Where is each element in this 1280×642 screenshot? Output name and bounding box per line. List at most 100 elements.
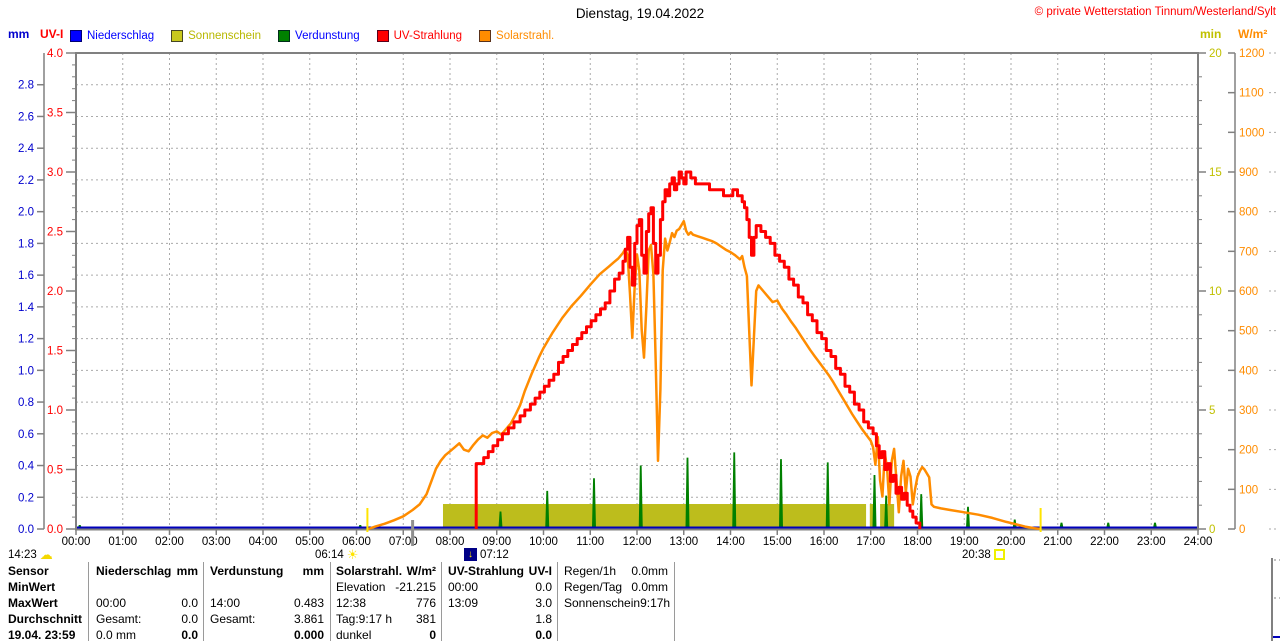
cell-value: 776 — [415, 596, 436, 610]
sunshine-bar — [442, 504, 867, 528]
evaporation-spike — [732, 452, 737, 528]
cell-label: UV-Strahlung — [448, 564, 525, 578]
cell-value: 0.0 — [535, 628, 552, 642]
time-marker: 06:14 ☀ — [315, 548, 358, 561]
min-tick-label: 0 — [1209, 524, 1215, 536]
mm-tick-label: 0.8 — [18, 397, 34, 409]
hour-label: 21:00 — [1043, 536, 1072, 548]
table-cell: Sonnenschein 9:17h — [564, 596, 670, 610]
table-cell: Gesamt: 0.0 — [96, 612, 198, 626]
hour-label: 12:00 — [623, 536, 652, 548]
cell-value: UV-I — [528, 564, 552, 578]
table-cell: Solarstrahl. W/m² — [336, 564, 436, 578]
legend-swatch-icon — [70, 30, 82, 42]
table-row-label: Sensor — [8, 564, 49, 578]
evaporation-spike — [498, 511, 503, 528]
min-tick-label: 20 — [1209, 48, 1222, 60]
hour-label: 10:00 — [529, 536, 558, 548]
uv-tick-label: 0.0 — [47, 524, 63, 536]
uv-tick-label: 4.0 — [47, 48, 63, 60]
mm-tick-label: 2.4 — [18, 143, 35, 155]
wm2-axis-label: W/m² — [1238, 27, 1268, 41]
hour-label: 17:00 — [856, 536, 885, 548]
page-title: Dienstag, 19.04.2022 — [575, 6, 705, 21]
table-separator — [674, 562, 675, 641]
hour-label: 13:00 — [669, 536, 698, 548]
hour-label: 06:00 — [342, 536, 371, 548]
uv-tick-label: 1.0 — [47, 405, 63, 417]
hour-label: 23:00 — [1137, 536, 1166, 548]
legend-label: UV-Strahlung — [393, 30, 463, 42]
mm-tick-label: 1.2 — [18, 334, 34, 346]
uv-tick-label: 3.5 — [47, 108, 63, 120]
mm-tick-label: 0.6 — [18, 429, 34, 441]
legend-label: Verdunstung — [295, 30, 360, 42]
mm-tick-label: 1.4 — [18, 302, 35, 314]
cell-value: 0.0mm — [631, 564, 668, 578]
hour-label: 04:00 — [249, 536, 278, 548]
time-marker: 14:23 ☁ — [8, 548, 53, 561]
legend-item-niederschlag: Niederschlag — [70, 30, 154, 42]
uv-tick-label: 1.5 — [47, 346, 63, 358]
uv-tick-label: 2.0 — [47, 286, 63, 298]
table-row-label: MaxWert — [8, 596, 58, 610]
table-separator — [203, 562, 204, 641]
cell-value: 0.0 — [535, 580, 552, 594]
evaporation-spike — [965, 506, 970, 528]
hour-label: 15:00 — [763, 536, 792, 548]
legend-label: Sonnenschein — [188, 30, 262, 42]
station-credit: © private Wetterstation Tinnum/Westerlan… — [1034, 6, 1276, 18]
cell-value: 0.0 — [181, 596, 198, 610]
wm2-tick-label: 0 — [1239, 524, 1245, 536]
legend-swatch-icon — [278, 30, 291, 42]
table-cell: 12:38 776 — [336, 596, 436, 610]
legend-item-sonnenschein: Sonnenschein — [171, 30, 261, 42]
hour-label: 09:00 — [482, 536, 511, 548]
cell-label: Regen/Tag — [564, 580, 623, 594]
min-tick-label: 5 — [1209, 405, 1215, 417]
cell-label: Tag:9:17 h — [336, 612, 393, 626]
wm2-tick-label: 900 — [1239, 167, 1258, 179]
table-cell: 0.0 mm 0.0 — [96, 628, 198, 642]
table-cell: 14:00 0.483 — [210, 596, 324, 610]
table-cell: Gesamt: 3.861 — [210, 612, 324, 626]
table-separator — [557, 562, 558, 641]
cell-label: dunkel — [336, 628, 372, 642]
hour-label: 19:00 — [950, 536, 979, 548]
uv-tick-label: 0.5 — [47, 465, 63, 477]
table-separator — [88, 562, 89, 641]
cell-label: 13:09 — [448, 596, 479, 610]
table-cell: 00:00 0.0 — [96, 596, 198, 610]
table-cell: 13:09 3.0 — [448, 596, 552, 610]
mm-tick-label: 0.4 — [18, 461, 35, 473]
wm2-tick-label: 1200 — [1239, 48, 1265, 60]
hour-label: 02:00 — [155, 536, 184, 548]
evaporation-spike — [872, 475, 877, 528]
evaporation-spike — [919, 494, 924, 528]
table-cell: UV-Strahlung UV-I — [448, 564, 552, 578]
cell-value: mm — [176, 564, 198, 578]
cell-value: 0.0 — [181, 612, 198, 626]
cell-value: 0.483 — [293, 596, 324, 610]
uv-curve — [474, 170, 922, 529]
table-cell: dunkel 0 — [336, 628, 436, 642]
hour-label: 07:00 — [389, 536, 418, 548]
marker-time: 20:38 — [962, 548, 991, 561]
cell-value: 3.0 — [535, 596, 552, 610]
cell-label: Sonnenschein — [564, 596, 641, 610]
cell-label: Verdunstung — [210, 564, 284, 578]
table-separator — [441, 562, 442, 641]
cell-label: Elevation — [336, 580, 386, 594]
legend-label: Niederschlag — [87, 30, 155, 42]
table-cell: Elevation -21.215 — [336, 580, 436, 594]
mm-tick-label: 1.6 — [18, 270, 34, 282]
cell-label: Solarstrahl. — [336, 564, 403, 578]
wm2-tick-label: 100 — [1239, 484, 1258, 496]
legend-item-uvstrahlung: UV-Strahlung — [376, 30, 463, 42]
wm2-tick-label: 700 — [1239, 246, 1258, 258]
marker-time: 14:23 — [8, 548, 37, 561]
legend-swatch-icon — [376, 30, 389, 42]
mm-tick-label: 1.8 — [18, 238, 34, 250]
table-cell: Tag:9:17 h 381 — [336, 612, 436, 626]
